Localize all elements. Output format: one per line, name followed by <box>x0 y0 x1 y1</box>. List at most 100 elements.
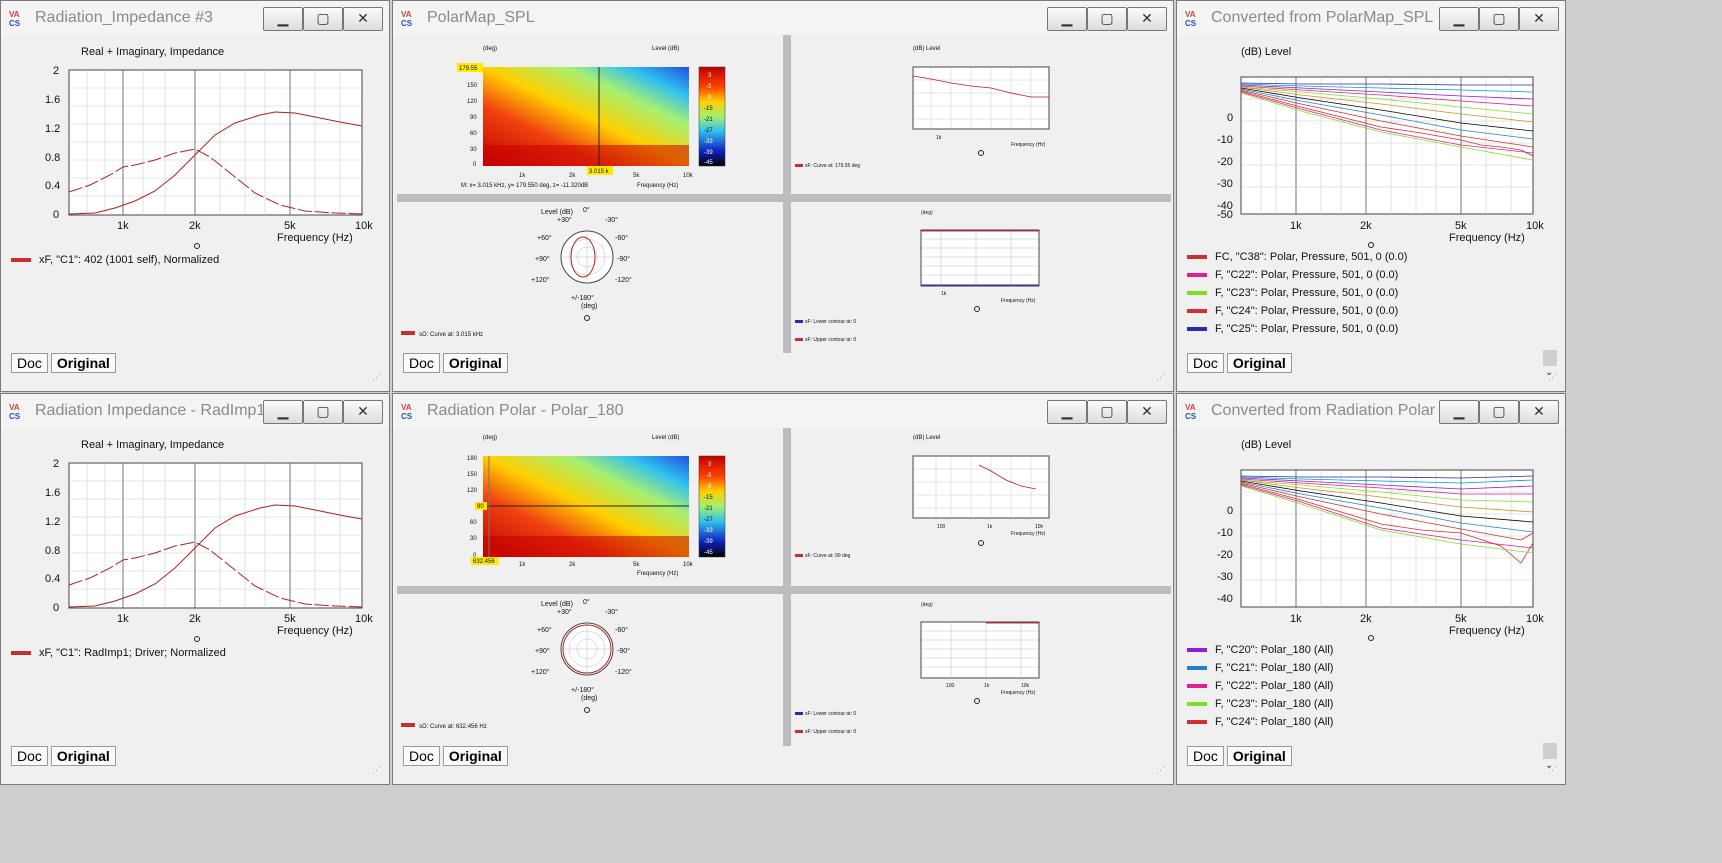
svg-text:-9: -9 <box>706 95 712 101</box>
legend-text: sF: Upper contour at: 0 <box>805 337 856 343</box>
chevron-down-icon[interactable]: ⌄ <box>1545 367 1554 378</box>
minimize-button[interactable]: ▁ <box>1439 7 1479 31</box>
scrollbar-thumb[interactable] <box>1543 350 1557 366</box>
spl-curve-chart[interactable]: (dB) Level 100 1k 10k Frequency (Hz) sF:… <box>791 428 1171 586</box>
impedance-chart[interactable]: Real + Imaginary, Impedance 2 1.6 1.2 0.8 0.… <box>5 428 387 748</box>
minimize-button[interactable]: ▁ <box>263 400 303 424</box>
tab-original[interactable]: Original <box>50 353 116 373</box>
tab-doc[interactable]: Doc <box>11 353 48 373</box>
level-chart[interactable]: (dB) Level <box>1181 35 1563 249</box>
polar-plot[interactable]: Level (dB) 0° +30° -30° +60° -60° +90° -90°… <box>397 202 781 352</box>
maximize-button[interactable]: ▢ <box>303 400 343 424</box>
tab-doc[interactable]: Doc <box>403 746 440 766</box>
minimize-button[interactable]: ▁ <box>1047 400 1087 424</box>
svg-text:0.8: 0.8 <box>45 152 60 164</box>
svg-text:2k: 2k <box>189 220 201 232</box>
maximize-button[interactable]: ▢ <box>1479 7 1519 31</box>
titlebar[interactable]: VA CS Radiation Polar - Polar_180 ▁ ▢ ✕ <box>393 394 1173 428</box>
contour-chart[interactable]: (deg) 1k Frequency (Hz) sF: Lower contou… <box>791 202 1171 352</box>
tab-doc[interactable]: Doc <box>1187 746 1224 766</box>
chart-legend: FC, "C38": Polar, Pressure, 501, 0 (0.0)… <box>1187 248 1407 338</box>
minimize-button[interactable]: ▁ <box>1047 7 1087 31</box>
chart-handle[interactable] <box>974 698 980 704</box>
close-button[interactable]: ✕ <box>1127 7 1167 31</box>
spl-curve-chart[interactable]: (dB) Level 1k Frequency (Hz) sF: Curve a… <box>791 35 1171 193</box>
legend-item[interactable]: F, "C22": Polar_180 (All) <box>1187 677 1333 695</box>
resize-grip-icon[interactable]: ⋰ <box>1548 372 1557 382</box>
close-button[interactable]: ✕ <box>1127 400 1167 424</box>
close-button[interactable]: ✕ <box>343 400 383 424</box>
close-button[interactable]: ✕ <box>343 7 383 31</box>
maximize-button[interactable]: ▢ <box>303 7 343 31</box>
resize-grip-icon[interactable]: ⋰ <box>372 372 381 382</box>
tab-doc[interactable]: Doc <box>403 353 440 373</box>
titlebar[interactable]: VA CS Radiation Impedance - RadImp1 ▁ ▢ ✕ <box>1 394 389 428</box>
tab-original[interactable]: Original <box>442 353 508 373</box>
chevron-down-icon[interactable]: ⌄ <box>1545 760 1554 771</box>
legend-item[interactable]: F, "C22": Polar, Pressure, 501, 0 (0.0) <box>1187 266 1407 284</box>
titlebar[interactable]: VA CS Converted from PolarMap_SPL ▁ ▢ ✕ <box>1177 1 1565 35</box>
polar-map-chart[interactable]: (deg) Level (dB) 179.55 3.015 k 150 120 90… <box>397 35 781 193</box>
polar-map-chart[interactable]: (deg) Level (dB) 90 632.456 180 150 120 60 3… <box>397 428 781 586</box>
tab-original[interactable]: Original <box>1226 353 1292 373</box>
legend-item[interactable]: xF, "C1": 402 (1001 self), Normalized <box>11 251 219 269</box>
chart-handle[interactable] <box>978 150 984 156</box>
legend-item[interactable]: F, "C23": Polar_180 (All) <box>1187 695 1333 713</box>
chart-grid <box>68 462 363 609</box>
maximize-button[interactable]: ▢ <box>1479 400 1519 424</box>
level-chart[interactable]: (dB) Level <box>1181 428 1563 642</box>
legend-item[interactable]: xF, "C1": RadImp1; Driver; Normalized <box>11 644 226 662</box>
horizontal-splitter[interactable] <box>397 586 1171 594</box>
resize-grip-icon[interactable]: ⋰ <box>1156 372 1165 382</box>
scrollbar-thumb[interactable] <box>1543 743 1557 759</box>
chart-handle[interactable] <box>584 315 590 321</box>
svg-text:150: 150 <box>467 83 478 89</box>
impedance-chart[interactable]: Real + Imaginary, Impedance 2 1.6 1.2 0.8 0.… <box>5 35 387 355</box>
legend-item[interactable]: F, "C24": Polar, Pressure, 501, 0 (0.0) <box>1187 302 1407 320</box>
chart-handle[interactable] <box>1368 635 1374 641</box>
maximize-icon: ▢ <box>1492 10 1506 26</box>
maximize-button[interactable]: ▢ <box>1087 7 1127 31</box>
minimize-icon: ▁ <box>277 10 289 26</box>
resize-grip-icon[interactable]: ⋰ <box>372 765 381 775</box>
chart-handle[interactable] <box>194 636 200 642</box>
close-button[interactable]: ✕ <box>1519 7 1559 31</box>
tab-doc[interactable]: Doc <box>11 746 48 766</box>
chart-handle[interactable] <box>978 540 984 546</box>
close-button[interactable]: ✕ <box>1519 400 1559 424</box>
legend-item[interactable]: F, "C21": Polar_180 (All) <box>1187 659 1333 677</box>
svg-text:1.6: 1.6 <box>45 487 60 499</box>
legend-item[interactable]: F, "C20": Polar_180 (All) <box>1187 641 1333 659</box>
polar-plot[interactable]: Level (dB) 0° +30° -30° +60° -60° +90° -90°… <box>397 594 781 744</box>
contour-chart[interactable]: (deg) 100 1k 10k Frequency (Hz) sF: Lowe… <box>791 594 1171 744</box>
maximize-button[interactable]: ▢ <box>1087 400 1127 424</box>
legend-item[interactable]: FC, "C38": Polar, Pressure, 501, 0 (0.0) <box>1187 248 1407 266</box>
horizontal-splitter[interactable] <box>397 194 1171 202</box>
tab-original[interactable]: Original <box>1226 746 1292 766</box>
chart-handle[interactable] <box>1368 242 1374 248</box>
svg-text:10k: 10k <box>1526 613 1544 625</box>
tab-doc[interactable]: Doc <box>1187 353 1224 373</box>
titlebar[interactable]: VA CS Converted from Radiation Polar - Po… <box>1177 394 1565 428</box>
chart-handle[interactable] <box>974 306 980 312</box>
legend-item[interactable]: F, "C23": Polar, Pressure, 501, 0 (0.0) <box>1187 284 1407 302</box>
resize-grip-icon[interactable]: ⋰ <box>1548 765 1557 775</box>
maximize-icon: ▢ <box>316 403 330 419</box>
svg-text:1k: 1k <box>1290 613 1302 625</box>
legend-item[interactable]: F, "C25": Polar, Pressure, 501, 0 (0.0) <box>1187 320 1407 338</box>
titlebar[interactable]: VA CS Radiation_Impedance #3 ▁ ▢ ✕ <box>1 1 389 35</box>
chart-handle[interactable] <box>194 243 200 249</box>
legend-scrollbar[interactable]: ⌄ <box>1543 648 1557 778</box>
svg-text:-9: -9 <box>706 484 712 490</box>
resize-grip-icon[interactable]: ⋰ <box>1156 765 1165 775</box>
svg-text:Level (dB): Level (dB) <box>541 601 573 608</box>
tab-original[interactable]: Original <box>442 746 508 766</box>
chart-handle[interactable] <box>584 707 590 713</box>
legend-scrollbar[interactable]: ⌄ <box>1543 255 1557 385</box>
tab-original[interactable]: Original <box>50 746 116 766</box>
legend-item[interactable]: F, "C24": Polar_180 (All) <box>1187 713 1333 731</box>
minimize-button[interactable]: ▁ <box>263 7 303 31</box>
minimize-button[interactable]: ▁ <box>1439 400 1479 424</box>
titlebar[interactable]: VA CS PolarMap_SPL ▁ ▢ ✕ <box>393 1 1173 35</box>
svg-text:5k: 5k <box>284 613 296 625</box>
